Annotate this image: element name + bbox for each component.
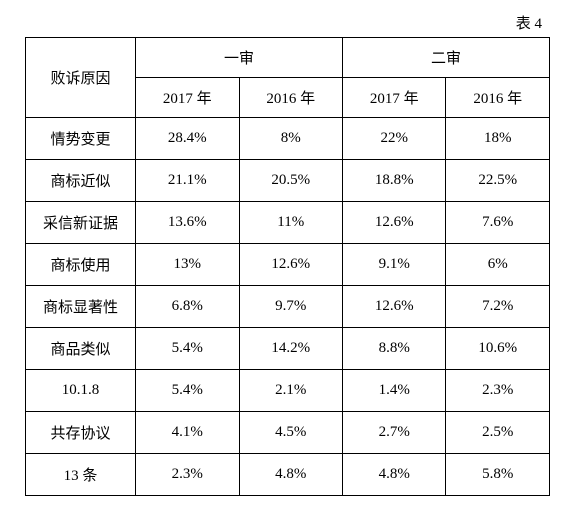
cell-value: 8% <box>239 118 342 160</box>
header-reason: 败诉原因 <box>26 38 136 118</box>
table-row: 10.1.85.4%2.1%1.4%2.3% <box>26 370 550 412</box>
table-row: 13 条2.3%4.8%4.8%5.8% <box>26 454 550 496</box>
table-row: 共存协议4.1%4.5%2.7%2.5% <box>26 412 550 454</box>
cell-value: 9.7% <box>239 286 342 328</box>
cell-value: 5.4% <box>136 328 239 370</box>
cell-value: 21.1% <box>136 160 239 202</box>
row-label: 商标近似 <box>26 160 136 202</box>
row-label: 10.1.8 <box>26 370 136 412</box>
header-sub-0: 2017 年 <box>136 78 239 118</box>
cell-value: 4.1% <box>136 412 239 454</box>
cell-value: 18.8% <box>343 160 446 202</box>
row-label: 情势变更 <box>26 118 136 160</box>
table-row: 商标显著性6.8%9.7%12.6%7.2% <box>26 286 550 328</box>
table-row: 商品类似5.4%14.2%8.8%10.6% <box>26 328 550 370</box>
cell-value: 20.5% <box>239 160 342 202</box>
header-group-2: 二审 <box>343 38 550 78</box>
cell-value: 2.5% <box>446 412 550 454</box>
cell-value: 13.6% <box>136 202 239 244</box>
cell-value: 8.8% <box>343 328 446 370</box>
table-row: 商标近似21.1%20.5%18.8%22.5% <box>26 160 550 202</box>
cell-value: 9.1% <box>343 244 446 286</box>
cell-value: 11% <box>239 202 342 244</box>
cell-value: 10.6% <box>446 328 550 370</box>
row-label: 采信新证据 <box>26 202 136 244</box>
table-row: 商标使用13%12.6%9.1%6% <box>26 244 550 286</box>
table-row: 情势变更28.4%8%22%18% <box>26 118 550 160</box>
cell-value: 6% <box>446 244 550 286</box>
cell-value: 14.2% <box>239 328 342 370</box>
row-label: 商品类似 <box>26 328 136 370</box>
header-sub-2: 2017 年 <box>343 78 446 118</box>
data-table: 败诉原因 一审 二审 2017 年 2016 年 2017 年 2016 年 情… <box>25 37 550 496</box>
cell-value: 13% <box>136 244 239 286</box>
table-row: 采信新证据13.6%11%12.6%7.6% <box>26 202 550 244</box>
cell-value: 22% <box>343 118 446 160</box>
table-body: 情势变更28.4%8%22%18%商标近似21.1%20.5%18.8%22.5… <box>26 118 550 496</box>
cell-value: 5.8% <box>446 454 550 496</box>
row-label: 商标显著性 <box>26 286 136 328</box>
header-sub-1: 2016 年 <box>239 78 342 118</box>
header-sub-3: 2016 年 <box>446 78 550 118</box>
cell-value: 4.8% <box>239 454 342 496</box>
cell-value: 6.8% <box>136 286 239 328</box>
cell-value: 28.4% <box>136 118 239 160</box>
header-row-1: 败诉原因 一审 二审 <box>26 38 550 78</box>
row-label: 商标使用 <box>26 244 136 286</box>
cell-value: 4.8% <box>343 454 446 496</box>
table-caption: 表 4 <box>25 12 550 33</box>
cell-value: 2.3% <box>446 370 550 412</box>
cell-value: 12.6% <box>239 244 342 286</box>
cell-value: 22.5% <box>446 160 550 202</box>
row-label: 共存协议 <box>26 412 136 454</box>
table-header: 败诉原因 一审 二审 2017 年 2016 年 2017 年 2016 年 <box>26 38 550 118</box>
cell-value: 4.5% <box>239 412 342 454</box>
cell-value: 1.4% <box>343 370 446 412</box>
row-label: 13 条 <box>26 454 136 496</box>
cell-value: 2.1% <box>239 370 342 412</box>
cell-value: 7.2% <box>446 286 550 328</box>
cell-value: 12.6% <box>343 286 446 328</box>
cell-value: 18% <box>446 118 550 160</box>
cell-value: 7.6% <box>446 202 550 244</box>
cell-value: 12.6% <box>343 202 446 244</box>
cell-value: 2.3% <box>136 454 239 496</box>
cell-value: 5.4% <box>136 370 239 412</box>
cell-value: 2.7% <box>343 412 446 454</box>
header-group-1: 一审 <box>136 38 343 78</box>
